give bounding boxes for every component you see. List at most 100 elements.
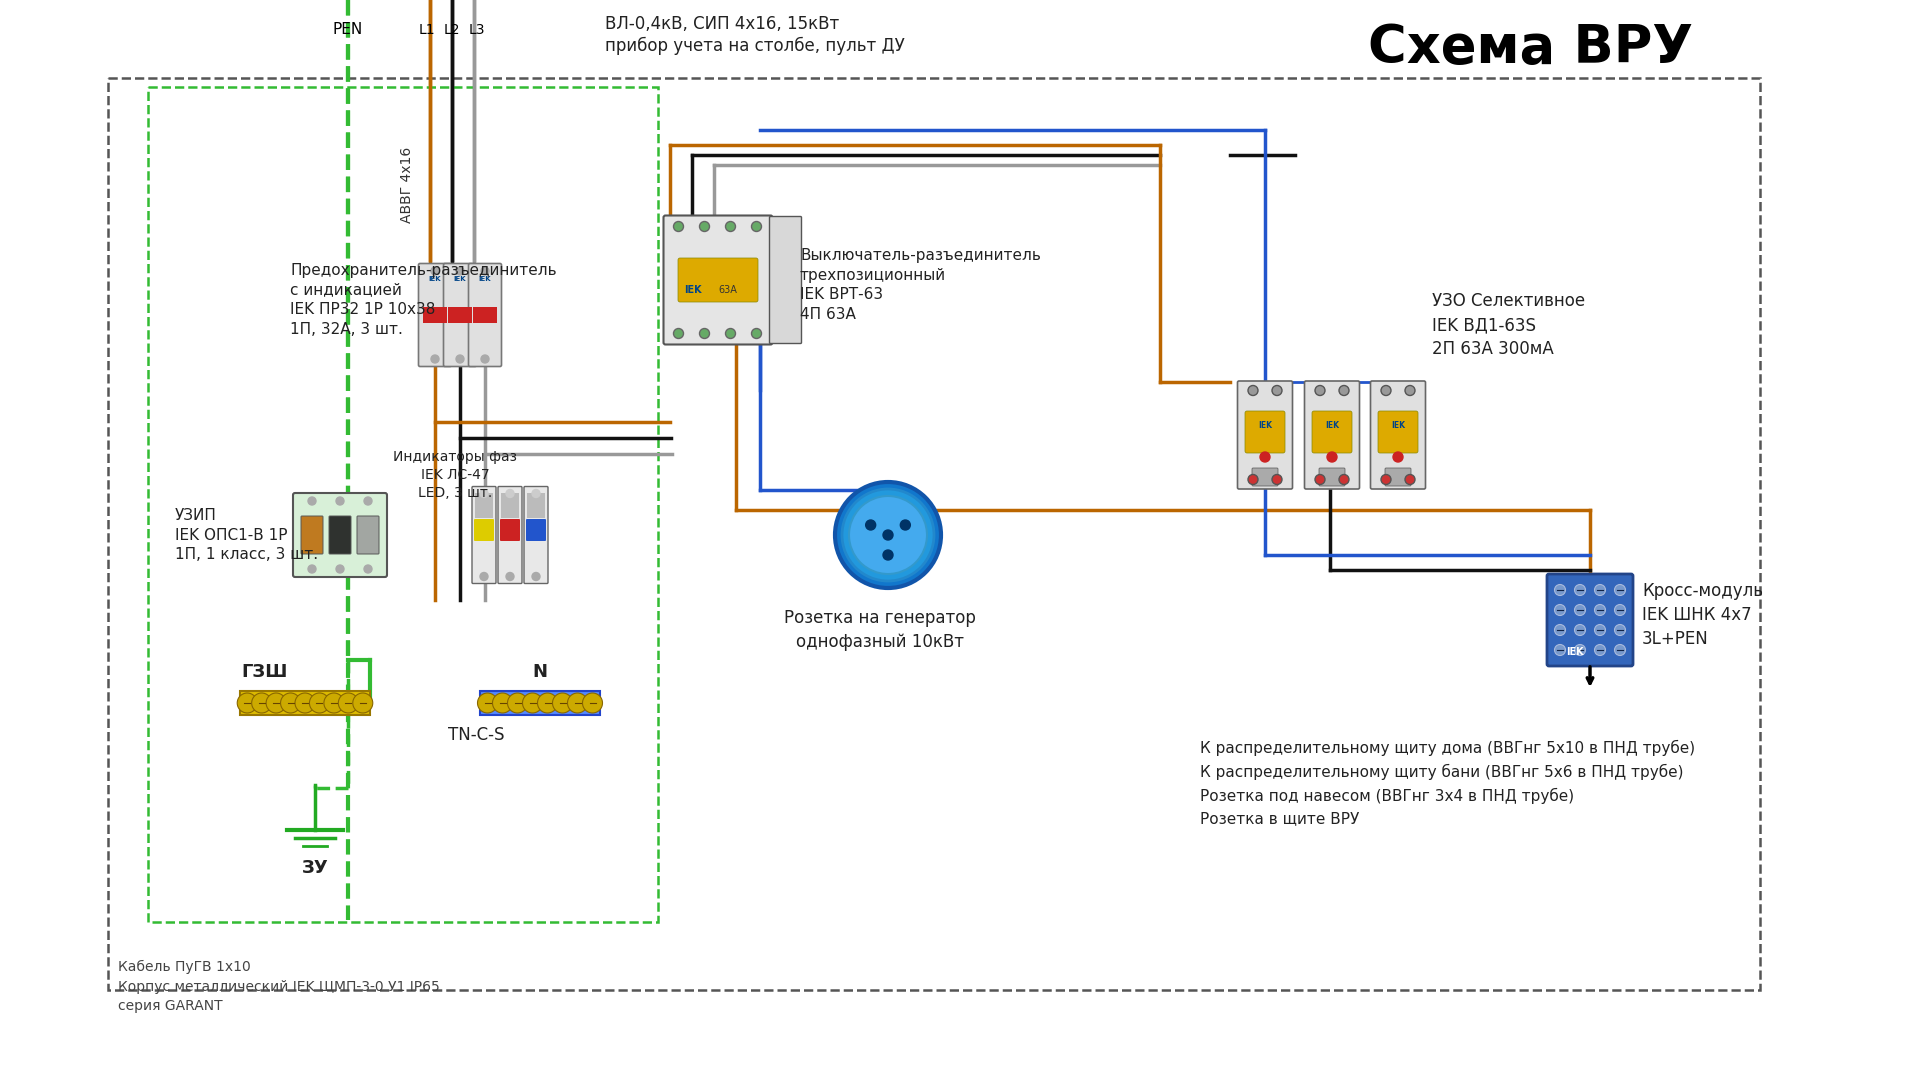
Circle shape [507,572,515,581]
FancyBboxPatch shape [526,519,545,541]
Bar [501,492,518,517]
Circle shape [1555,584,1565,595]
Circle shape [457,267,465,275]
FancyBboxPatch shape [1384,468,1411,486]
Circle shape [1315,386,1325,395]
Circle shape [1574,645,1586,656]
Text: L2: L2 [444,23,461,37]
Bar [240,691,371,715]
Circle shape [538,693,557,713]
Text: L1: L1 [419,23,436,37]
Circle shape [1615,584,1626,595]
Circle shape [338,693,359,713]
Circle shape [883,550,893,561]
Circle shape [751,221,762,231]
Text: Индикаторы фаз
IEK ЛС-47
LED, 3 шт.: Индикаторы фаз IEK ЛС-47 LED, 3 шт. [394,449,516,500]
Circle shape [1338,474,1350,485]
FancyBboxPatch shape [357,516,378,554]
Circle shape [480,572,488,581]
Circle shape [1248,386,1258,395]
Circle shape [307,497,317,505]
Circle shape [478,693,497,713]
FancyBboxPatch shape [301,516,323,554]
FancyBboxPatch shape [472,486,495,583]
FancyBboxPatch shape [468,264,501,366]
Text: IEK: IEK [1258,420,1271,430]
Text: IEK: IEK [684,285,703,295]
Text: Кросс-модуль
IEK ШНК 4х7
3L+PEN: Кросс-модуль IEK ШНК 4х7 3L+PEN [1642,582,1763,648]
Circle shape [238,693,257,713]
Circle shape [835,482,941,588]
Circle shape [843,489,933,581]
Circle shape [267,693,286,713]
Text: ЗУ: ЗУ [301,859,328,877]
Circle shape [1594,584,1605,595]
FancyBboxPatch shape [770,216,801,343]
Circle shape [699,221,710,231]
FancyBboxPatch shape [1379,411,1419,453]
Circle shape [726,328,735,338]
Circle shape [1555,645,1565,656]
Circle shape [1615,605,1626,616]
Circle shape [1271,474,1283,485]
Text: IEK: IEK [1567,647,1584,657]
FancyBboxPatch shape [499,519,520,541]
Circle shape [353,693,372,713]
Circle shape [1271,386,1283,395]
Circle shape [457,355,465,363]
Circle shape [309,693,330,713]
Circle shape [336,565,344,573]
Text: УЗИП
IEK ОПС1-В 1Р
1П, 1 класс, 3 шт.: УЗИП IEK ОПС1-В 1Р 1П, 1 класс, 3 шт. [175,508,319,563]
Bar [472,307,497,323]
Text: АВВГ 4х16: АВВГ 4х16 [399,147,415,224]
Circle shape [430,355,440,363]
Circle shape [1248,474,1258,485]
Text: Розетка на генератор
однофазный 10кВт: Розетка на генератор однофазный 10кВт [783,609,975,651]
Circle shape [296,693,315,713]
Text: IEK: IEK [453,276,467,282]
FancyBboxPatch shape [294,492,388,577]
Bar [447,307,472,323]
Text: IEK: IEK [478,276,492,282]
Circle shape [674,221,684,231]
Circle shape [1380,474,1390,485]
Text: IEK: IEK [1325,420,1338,430]
Text: Предохранитель-разъединитель
с индикацией
IEK ПР32 1Р 10х38
1П, 32А, 3 шт.: Предохранитель-разъединитель с индикацие… [290,262,557,337]
Bar [108,78,1761,990]
Circle shape [430,267,440,275]
Text: 63A: 63A [718,285,737,295]
Circle shape [522,693,543,713]
Circle shape [1405,474,1415,485]
Circle shape [532,572,540,581]
Bar [474,492,493,517]
Circle shape [1594,624,1605,635]
Text: N: N [532,663,547,681]
Circle shape [1615,645,1626,656]
FancyBboxPatch shape [474,519,493,541]
Circle shape [1555,605,1565,616]
Circle shape [1594,605,1605,616]
Circle shape [726,221,735,231]
Circle shape [1574,584,1586,595]
Circle shape [849,496,927,573]
Circle shape [1338,386,1350,395]
FancyBboxPatch shape [497,486,522,583]
Circle shape [1327,453,1336,462]
Circle shape [1380,386,1390,395]
Circle shape [493,693,513,713]
Circle shape [280,693,301,713]
FancyBboxPatch shape [1304,381,1359,489]
FancyBboxPatch shape [678,258,758,302]
Circle shape [674,328,684,338]
Text: Схема ВРУ: Схема ВРУ [1367,22,1693,75]
Circle shape [1555,624,1565,635]
FancyBboxPatch shape [328,516,351,554]
Circle shape [482,267,490,275]
Text: Выключатель-разъединитель
трехпозиционный
IEK ВРТ-63
4П 63А: Выключатель-разъединитель трехпозиционны… [801,247,1041,322]
Circle shape [480,489,488,498]
Text: IEK: IEK [1390,420,1405,430]
Circle shape [883,530,893,540]
FancyBboxPatch shape [664,216,772,345]
FancyBboxPatch shape [1252,468,1279,486]
Circle shape [336,497,344,505]
